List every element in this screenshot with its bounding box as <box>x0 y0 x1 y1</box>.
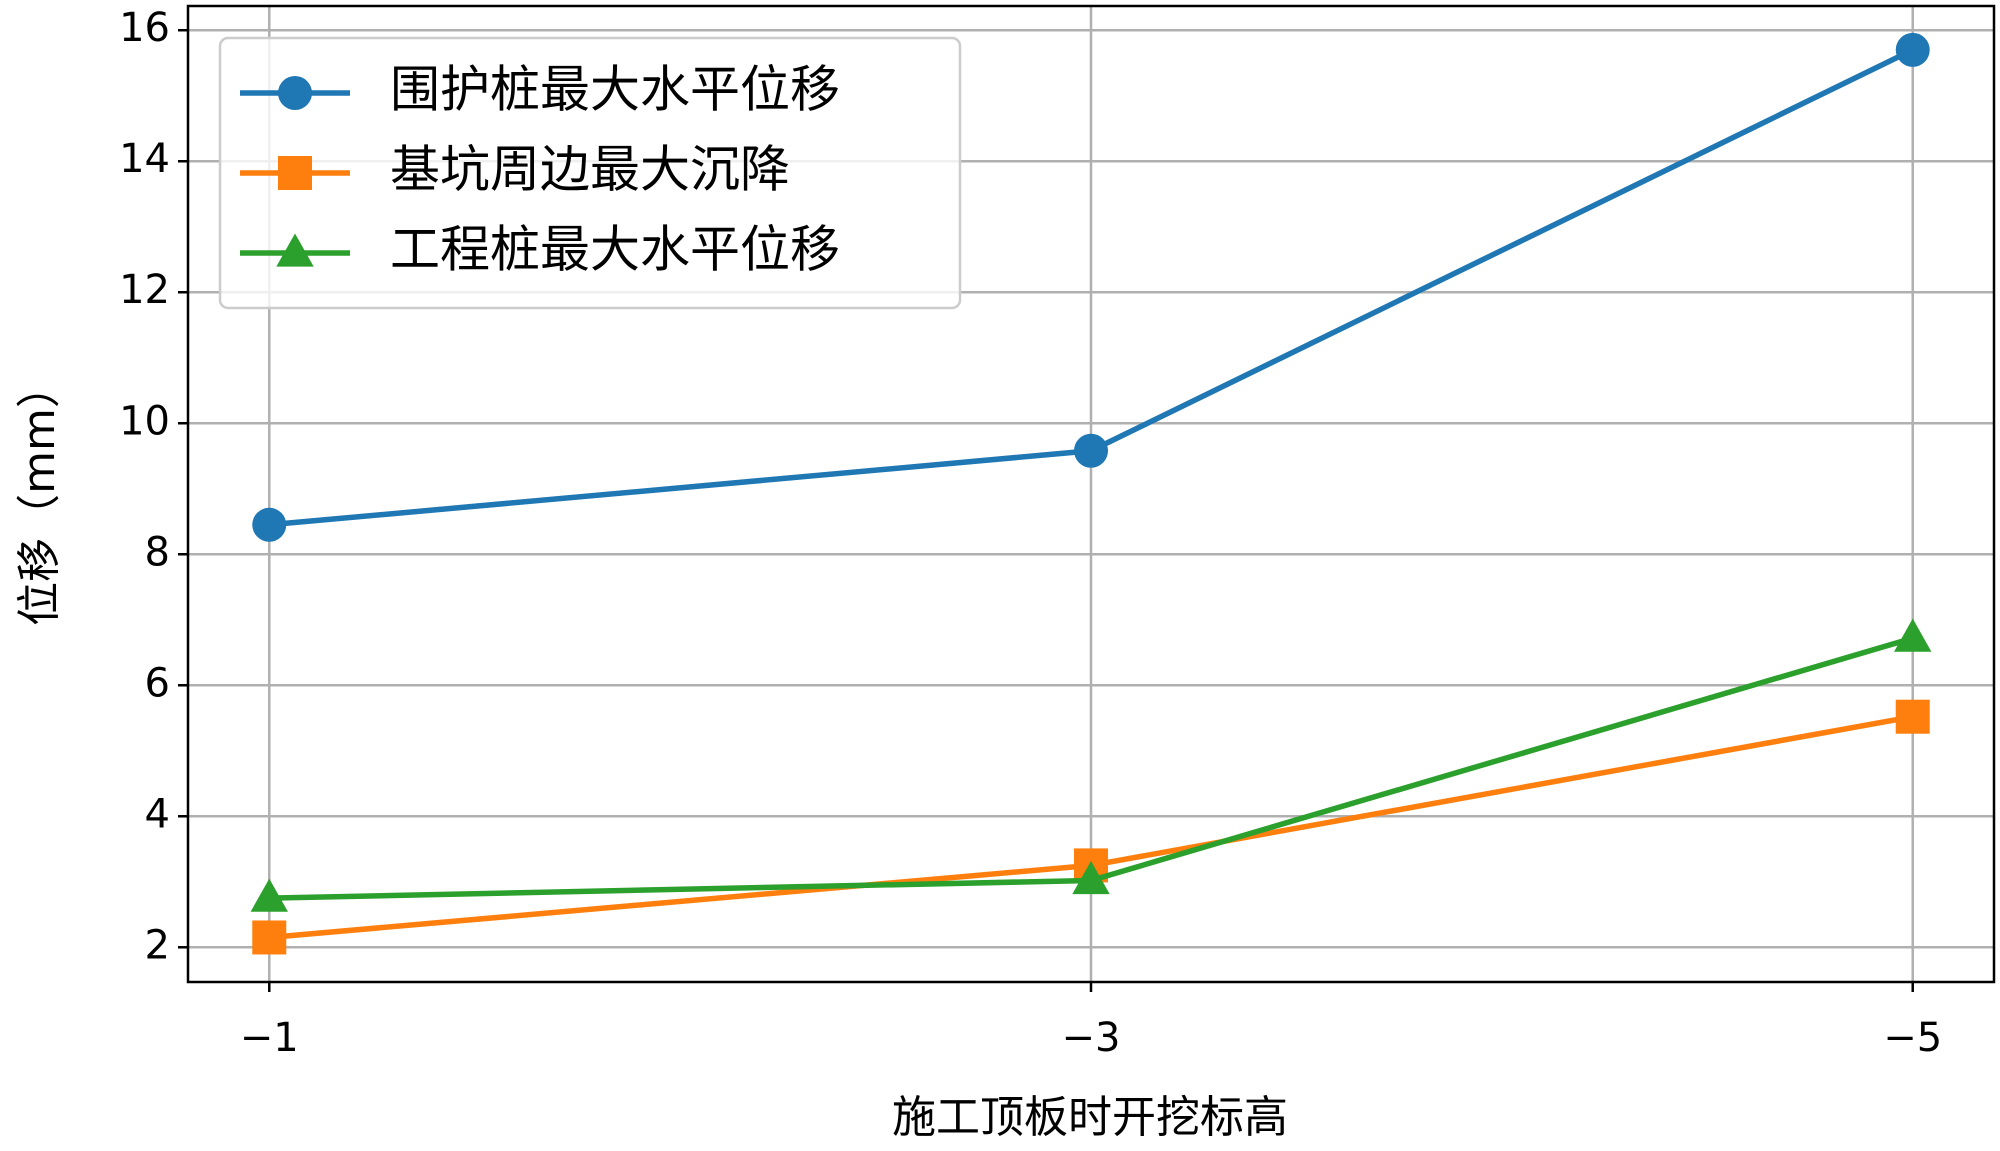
data-point <box>1894 618 1932 652</box>
data-point <box>1895 699 1930 734</box>
data-point <box>250 878 288 912</box>
legend-label: 基坑周边最大沉降 <box>390 141 790 199</box>
data-point <box>1074 433 1108 468</box>
data-point <box>252 507 287 542</box>
y-tick-label: 4 <box>145 791 170 837</box>
legend-label: 围护桩最大水平位移 <box>390 61 840 119</box>
legend-marker <box>278 156 312 190</box>
y-tick-label: 6 <box>145 660 170 706</box>
x-tick-label: −3 <box>1062 1015 1121 1061</box>
legend-box <box>218 36 962 310</box>
x-axis-label: 施工顶板时开挖标高 <box>892 1092 1288 1143</box>
y-tick-label: 10 <box>119 398 170 444</box>
y-tick-label: 12 <box>119 267 170 313</box>
legend-marker <box>278 76 312 110</box>
y-tick-label: 16 <box>119 5 170 51</box>
y-tick-label: 14 <box>119 136 170 182</box>
y-axis-label: 位移（mm） <box>14 364 65 626</box>
x-tick-label: −1 <box>240 1015 299 1061</box>
legend-marker <box>276 233 314 267</box>
x-tick-label: −5 <box>1883 1015 1942 1061</box>
data-point <box>1072 860 1110 895</box>
data-point <box>252 920 287 955</box>
y-tick-label: 2 <box>145 922 170 968</box>
data-point <box>1895 32 1930 67</box>
plot-frame <box>186 4 1996 984</box>
legend-label: 工程桩最大水平位移 <box>390 221 840 279</box>
y-tick-label: 8 <box>145 529 170 575</box>
